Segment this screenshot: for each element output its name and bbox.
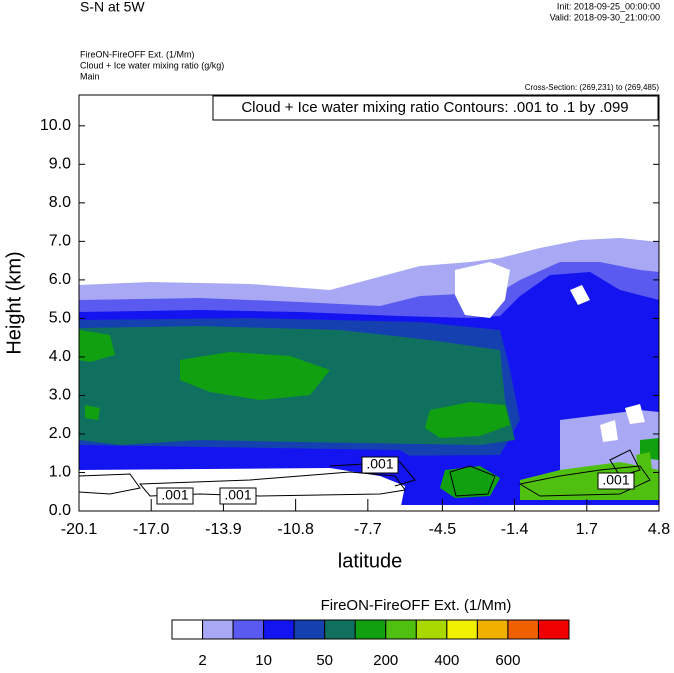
x-tick-label: -20.1 [61, 521, 98, 538]
colorbar-box [202, 619, 234, 640]
colorbar-box [476, 619, 509, 640]
colorbar-label: 2 [198, 652, 206, 668]
y-tick-label: 6.0 [49, 271, 71, 288]
subtitle: Cloud + Ice water mixing ratio (g/kg) [80, 60, 224, 70]
x-tick-label: 4.8 [648, 521, 670, 538]
contour-label: .001 [602, 472, 629, 488]
plot-frame [78, 94, 660, 512]
colorbar-box [415, 619, 448, 640]
colorbar-box [537, 619, 570, 640]
y-tick-label: 10.0 [40, 117, 71, 134]
x-tick-label: -7.7 [354, 521, 382, 538]
x-tick-label: -1.4 [501, 521, 529, 538]
colorbar-title: FireON-FireOFF Ext. (1/Mm) [321, 597, 512, 614]
contour-fills [79, 238, 659, 511]
colorbar-box [232, 619, 265, 640]
y-tick-label: 5.0 [49, 310, 71, 327]
y-tick-label: 4.0 [49, 348, 71, 365]
x-axis-label: latitude [338, 550, 403, 572]
colorbar-label: 400 [434, 652, 459, 668]
colorbar-label: 200 [373, 652, 398, 668]
x-tick-label: -17.0 [133, 521, 170, 538]
contour-label-box [156, 487, 194, 505]
contour-label-box [597, 472, 635, 490]
y-tick-label: 2.0 [49, 425, 71, 442]
y-tick-label: 7.0 [49, 233, 71, 250]
contour-label-box [361, 456, 399, 474]
y-tick-label: 1.0 [49, 464, 71, 481]
cross-section: Cross-Section: (269,231) to (269,485) [525, 83, 660, 92]
y-axis-label: Height (km) [3, 251, 25, 354]
colorbar-box [324, 619, 356, 640]
colorbar-box [293, 619, 326, 640]
colorbar-box [354, 619, 387, 640]
subtitle: Main [80, 71, 100, 81]
annotation: Cloud + Ice water mixing ratio Contours:… [241, 99, 628, 116]
contour-label: .001 [224, 487, 251, 503]
init-time: Init: 2018-09-25_00:00:00 [557, 1, 660, 11]
x-tick-label: -10.8 [277, 521, 314, 538]
colorbar-box [263, 619, 295, 640]
colorbar-label: 50 [316, 652, 333, 668]
y-tick-label: 9.0 [49, 156, 71, 173]
y-tick-label: 8.0 [49, 194, 71, 211]
y-tick-label: 0.0 [49, 502, 71, 519]
contour-label: .001 [161, 487, 188, 503]
x-tick-label: -13.9 [205, 521, 242, 538]
colorbar-label: 600 [495, 652, 520, 668]
valid-time: Valid: 2018-09-30_21:00:00 [550, 12, 660, 22]
colorbar-box [385, 619, 417, 640]
x-tick-label: -4.5 [429, 521, 457, 538]
title: S-N at 5W [80, 0, 145, 15]
colorbar-label: 10 [255, 652, 272, 668]
contour-label-box [219, 487, 257, 505]
annotation-box [212, 95, 659, 121]
colorbar-box [507, 619, 539, 640]
subtitle: FireON-FireOFF Ext. (1/Mm) [80, 49, 195, 59]
colorbar-box [446, 619, 478, 640]
contour-label: .001 [366, 456, 393, 472]
y-tick-label: 3.0 [49, 387, 71, 404]
x-tick-label: 1.7 [576, 521, 598, 538]
colorbar-box [171, 619, 204, 640]
